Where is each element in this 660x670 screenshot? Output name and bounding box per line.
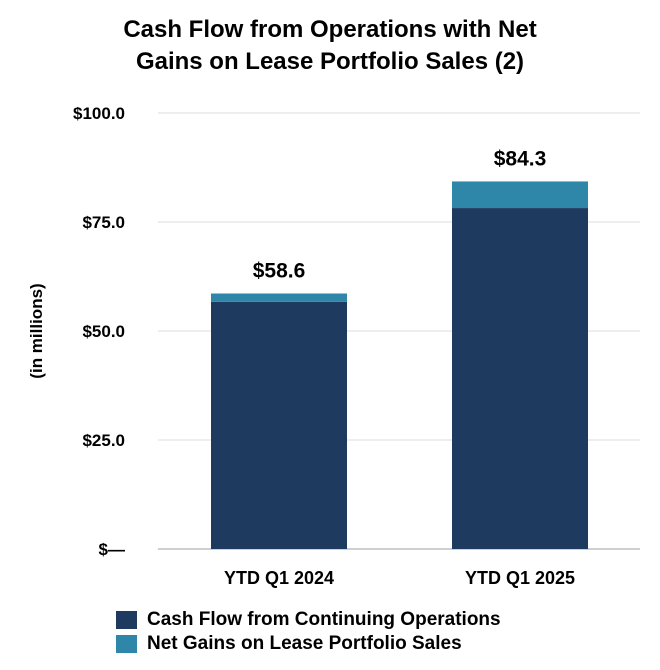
y-tick-label: $— (99, 540, 125, 559)
y-axis-label: (in millions) (27, 283, 46, 378)
legend: Cash Flow from Continuing Operations Net… (116, 608, 501, 656)
legend-label-lease-gains: Net Gains on Lease Portfolio Sales (147, 633, 462, 654)
bar-segment-continuing-ops-2 (452, 208, 588, 549)
bar-total-label: $58.6 (253, 260, 306, 283)
chart-title: Cash Flow from Operations with Net Gains… (0, 14, 660, 78)
legend-swatch-lease-gains (116, 635, 137, 653)
legend-swatch-continuing-ops (116, 611, 137, 629)
y-tick-label: $50.0 (82, 322, 125, 341)
legend-item-continuing-ops: Cash Flow from Continuing Operations (116, 608, 501, 632)
bar-segment-continuing-ops-1 (211, 301, 347, 549)
y-tick-label: $100.0 (73, 104, 125, 123)
x-tick-label: YTD Q1 2024 (224, 568, 334, 588)
bar-segment-lease-gains-1 (211, 293, 347, 302)
x-tick-label: YTD Q1 2025 (465, 568, 575, 588)
y-tick-label: $75.0 (82, 213, 125, 232)
bar-segment-lease-gains-2 (452, 181, 588, 209)
y-tick-label: $25.0 (82, 431, 125, 450)
bar-total-label: $84.3 (494, 147, 547, 170)
chart-title-line-2: Gains on Lease Portfolio Sales (2) (135, 48, 525, 75)
chart-area: $— $25.0 $50.0 $75.0 $100.0 (in millions) $58.… (27, 104, 640, 588)
chart-title-line-1: Cash Flow from Operations with Net (123, 16, 537, 43)
legend-label-continuing-ops: Cash Flow from Continuing Operations (147, 609, 501, 630)
legend-item-lease-gains: Net Gains on Lease Portfolio Sales (116, 632, 501, 656)
